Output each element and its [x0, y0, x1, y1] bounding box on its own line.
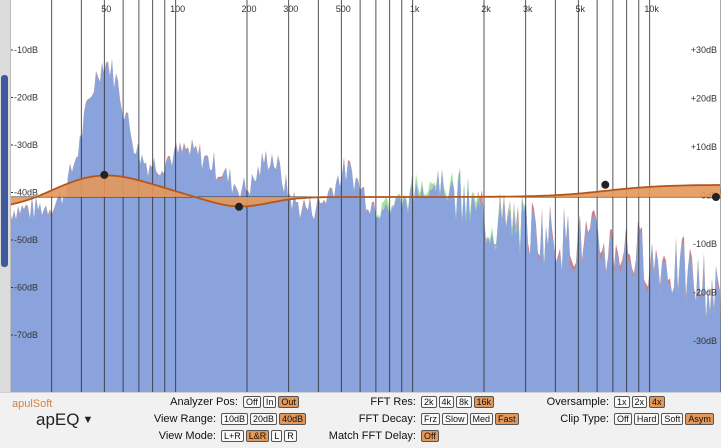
clip-type-option[interactable]: Off	[614, 413, 632, 425]
match-fft-delay-option[interactable]: Off	[421, 430, 439, 442]
dropdown-caret-icon: ▼	[82, 414, 94, 426]
left-scrollbar-thumb[interactable]	[1, 75, 8, 267]
frequency-label: 100	[170, 4, 185, 14]
analyzer-pos-option[interactable]: Out	[278, 396, 299, 408]
frequency-label: 5k	[576, 4, 586, 14]
analyzer-pos-control: Analyzer Pos: Off In Out	[120, 396, 301, 408]
analyzer-spectrum	[10, 59, 721, 392]
fft-decay-option[interactable]: Med	[469, 413, 494, 425]
frequency-label: 50	[101, 4, 111, 14]
fft-res-option[interactable]: 16k	[473, 396, 495, 408]
view-range-option[interactable]: 40dB	[279, 413, 307, 425]
clip-type-label: Clip Type:	[560, 413, 609, 425]
eq-nodes[interactable]	[100, 170, 720, 211]
view-mode-option[interactable]: L&R	[245, 430, 270, 442]
frequency-label: 200	[241, 4, 256, 14]
spectrum-area	[10, 60, 721, 392]
oversample-option[interactable]: 2x	[631, 396, 648, 408]
frequency-label: 1k	[410, 4, 420, 14]
frequency-label: 300	[283, 4, 298, 14]
oversample-label: Oversample:	[546, 396, 609, 408]
clip-type-option[interactable]: Hard	[633, 413, 660, 425]
oversample-option[interactable]: 4x	[649, 396, 665, 408]
fft-res-control: FFT Res: 2k 4k 8k 16k	[325, 396, 496, 408]
frequency-label: 10k	[644, 4, 659, 14]
match-fft-delay-label: Match FFT Delay:	[328, 430, 416, 442]
frequency-label: 3k	[523, 4, 533, 14]
clip-type-option[interactable]: Soft	[661, 413, 684, 425]
fft-res-option[interactable]: 8k	[456, 396, 472, 408]
match-fft-delay-control: Match FFT Delay: Off	[325, 430, 441, 442]
view-range-label: View Range:	[153, 413, 216, 425]
eq-db-label: -20dB	[693, 288, 717, 298]
view-range-option[interactable]: 20dB	[250, 413, 278, 425]
fft-res-label: FFT Res:	[370, 396, 416, 408]
fft-decay-control: FFT Decay: Frz Slow Med Fast	[325, 413, 521, 425]
eq-display[interactable]: 50 100 200 300 500 1k 2k 3k 5k 10k -10dB -20dB -30d…	[0, 0, 721, 392]
left-scrollbar-track[interactable]	[0, 0, 11, 392]
fft-decay-option[interactable]: Fast	[495, 413, 519, 425]
analyzer-db-label: -30dB	[14, 140, 38, 150]
analyzer-db-label: -40dB	[14, 188, 38, 198]
frequency-label: 500	[336, 4, 351, 14]
analyzer-db-label: -60dB	[14, 283, 38, 293]
eq-curve[interactable]	[9, 174, 721, 208]
eq-db-label: +30dB	[691, 45, 717, 55]
product-name: apEQ	[36, 410, 80, 429]
eq-band-handle[interactable]	[100, 170, 109, 179]
eq-band-handle[interactable]	[601, 180, 610, 189]
view-range-control: View Range: 10dB 20dB 40dB	[120, 413, 308, 425]
frequency-label: 2k	[481, 4, 491, 14]
analyzer-pos-option[interactable]: In	[262, 396, 277, 408]
fft-decay-option[interactable]: Frz	[421, 413, 440, 425]
brand-label: apulSoft	[12, 398, 53, 410]
product-menu[interactable]: apEQ ▼	[36, 410, 93, 430]
view-mode-label: View Mode:	[158, 430, 216, 442]
analyzer-db-label: -70dB	[14, 330, 38, 340]
analyzer-db-label: -50dB	[14, 235, 38, 245]
analyzer-pos-option[interactable]: Off	[243, 396, 261, 408]
eq-db-label: -10dB	[693, 239, 717, 249]
view-mode-control: View Mode: L+R L&R L R	[120, 430, 299, 442]
eq-db-label: -30dB	[693, 336, 717, 346]
oversample-option[interactable]: 1x	[614, 396, 630, 408]
eq-band-handle[interactable]	[712, 193, 720, 201]
analyzer-db-label: -10dB	[14, 45, 38, 55]
eq-curve-fill	[10, 175, 721, 207]
clip-type-option[interactable]: Asym	[685, 413, 714, 425]
fft-res-option[interactable]: 4k	[438, 396, 455, 408]
analyzer-pos-label: Analyzer Pos:	[170, 396, 238, 408]
fft-decay-option[interactable]: Slow	[442, 413, 468, 425]
eq-db-label: +20dB	[691, 94, 717, 104]
analyzer-db-label: -20dB	[14, 93, 38, 103]
view-mode-option[interactable]: L+R	[221, 430, 244, 442]
eq-curve-line[interactable]	[9, 174, 720, 208]
view-range-option[interactable]: 10dB	[221, 413, 249, 425]
fft-decay-label: FFT Decay:	[358, 413, 416, 425]
eq-db-label: +10dB	[691, 142, 717, 152]
clip-type-control: Clip Type: Off Hard Soft Asym	[530, 413, 716, 425]
view-mode-option[interactable]: L	[271, 430, 283, 442]
eq-band-handle[interactable]	[235, 202, 243, 211]
oversample-control: Oversample: 1x 2x 4x	[530, 396, 667, 408]
control-bar: apulSoft apEQ ▼ Analyzer Pos: Off In Out V…	[0, 392, 721, 448]
view-mode-option[interactable]: R	[284, 430, 297, 442]
fft-res-option[interactable]: 2k	[421, 396, 437, 408]
